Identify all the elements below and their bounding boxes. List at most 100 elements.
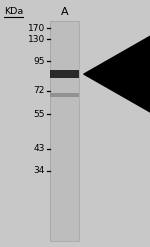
Bar: [50, 41, 79, 43]
Bar: [50, 188, 79, 190]
Bar: [50, 111, 79, 113]
Bar: [50, 214, 79, 217]
Bar: [50, 153, 79, 155]
Bar: [50, 212, 79, 214]
Text: 34: 34: [33, 166, 45, 175]
Text: A: A: [61, 7, 68, 17]
Bar: [50, 157, 79, 160]
Bar: [50, 129, 79, 131]
Bar: [50, 162, 79, 164]
Bar: [50, 228, 79, 230]
Bar: [50, 80, 79, 82]
Bar: [50, 107, 79, 109]
Text: KDa: KDa: [4, 7, 23, 16]
Bar: [50, 179, 79, 182]
Bar: [50, 98, 79, 100]
Bar: [50, 120, 79, 122]
Bar: [50, 25, 79, 28]
Bar: [50, 146, 79, 148]
Bar: [50, 190, 79, 192]
Bar: [50, 50, 79, 52]
Bar: [50, 76, 79, 78]
Bar: [50, 208, 79, 210]
Bar: [50, 204, 79, 206]
Bar: [50, 140, 79, 142]
Bar: [50, 135, 79, 138]
Text: 72: 72: [33, 86, 45, 95]
Bar: [50, 173, 79, 175]
Bar: [50, 206, 79, 208]
Text: 43: 43: [33, 144, 45, 153]
Bar: [50, 192, 79, 195]
Bar: [50, 69, 79, 72]
Bar: [50, 56, 79, 58]
Bar: [50, 116, 79, 118]
Bar: [50, 184, 79, 186]
Bar: [50, 175, 79, 177]
Bar: [50, 217, 79, 219]
Bar: [50, 142, 79, 144]
Bar: [50, 144, 79, 146]
Bar: [50, 94, 79, 96]
Bar: [50, 63, 79, 65]
Bar: [50, 23, 79, 25]
Bar: [50, 82, 79, 85]
Text: 130: 130: [28, 35, 45, 43]
Bar: [50, 36, 79, 39]
Text: 95: 95: [33, 57, 45, 66]
Bar: [50, 219, 79, 221]
Bar: [50, 155, 79, 157]
Bar: [50, 87, 79, 89]
Bar: [50, 236, 79, 239]
Bar: [50, 234, 79, 236]
Bar: [50, 210, 79, 212]
Bar: [50, 47, 79, 50]
Bar: [50, 148, 79, 151]
Bar: [50, 195, 79, 197]
Bar: [50, 65, 79, 67]
Bar: [50, 182, 79, 184]
Bar: [50, 100, 79, 102]
Bar: [50, 160, 79, 162]
Bar: [50, 28, 79, 30]
Bar: [50, 21, 79, 241]
Bar: [50, 21, 79, 23]
Bar: [50, 93, 79, 97]
Bar: [50, 39, 79, 41]
Bar: [50, 199, 79, 201]
Bar: [50, 74, 79, 76]
Bar: [50, 85, 79, 87]
Bar: [50, 72, 79, 74]
Bar: [50, 239, 79, 241]
Bar: [50, 221, 79, 223]
Bar: [50, 32, 79, 34]
Bar: [50, 45, 79, 47]
Bar: [50, 133, 79, 135]
Bar: [50, 54, 79, 56]
Bar: [50, 30, 79, 32]
Bar: [50, 43, 79, 45]
Text: 55: 55: [33, 110, 45, 119]
Bar: [50, 58, 79, 61]
Bar: [50, 52, 79, 54]
Bar: [50, 109, 79, 111]
Bar: [50, 201, 79, 204]
Bar: [50, 126, 79, 129]
Bar: [50, 223, 79, 226]
Bar: [50, 113, 79, 116]
Bar: [50, 118, 79, 120]
Bar: [50, 124, 79, 126]
Text: 170: 170: [28, 24, 45, 33]
Bar: [50, 131, 79, 133]
Bar: [50, 61, 79, 63]
Bar: [50, 34, 79, 36]
Bar: [50, 197, 79, 199]
Bar: [50, 67, 79, 69]
Bar: [50, 70, 79, 78]
Bar: [50, 226, 79, 228]
Bar: [50, 232, 79, 234]
Bar: [50, 89, 79, 91]
Bar: [50, 138, 79, 140]
Bar: [50, 166, 79, 168]
Bar: [50, 96, 79, 98]
